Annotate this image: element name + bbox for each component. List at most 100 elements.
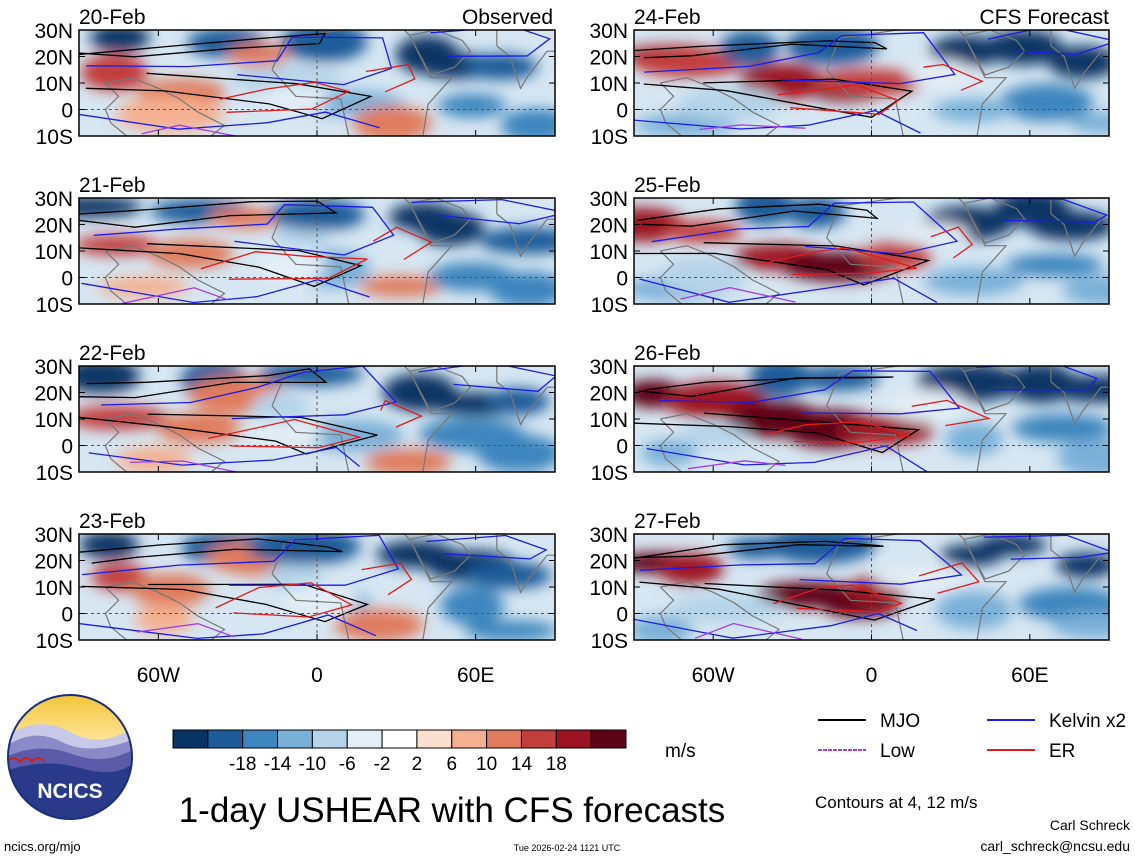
shear-blob (985, 30, 1063, 66)
lon-tick-label: 0 (311, 664, 323, 687)
shear-blob (929, 35, 1003, 67)
contour-line (85, 72, 374, 120)
lat-tick-label: 10S (36, 126, 73, 149)
contour-line (646, 445, 928, 472)
footer-author: Carl Schreck (1050, 817, 1131, 833)
shear-blob (858, 242, 933, 271)
legend-label: MJO (880, 711, 920, 732)
shear-blob (501, 108, 555, 136)
contour-line (372, 226, 433, 261)
wave-contours (634, 534, 1109, 640)
shear-blob (479, 227, 555, 254)
colorbar-label: -2 (374, 754, 391, 775)
shear-blob (489, 271, 555, 304)
shear-blob (116, 447, 192, 472)
legend-label: ER (1049, 741, 1075, 762)
contour-line (680, 286, 796, 303)
shear-field (79, 366, 555, 472)
coastlines (659, 198, 1109, 304)
shear-blob (262, 85, 329, 113)
shear-blob (1068, 112, 1109, 134)
shear-blob (130, 573, 211, 607)
lon-tick-label: 60E (457, 664, 494, 687)
shear-blob (97, 276, 190, 298)
contour-line (699, 124, 806, 131)
shear-field (634, 534, 1109, 640)
shear-blob (281, 30, 368, 62)
lat-tick-label: 10N (589, 241, 628, 264)
landmass-outline (104, 413, 226, 472)
wave-contours (79, 366, 555, 472)
landmass-outline (826, 534, 1008, 640)
colorbar-swatch (172, 729, 209, 749)
colorbar-swatch (451, 729, 488, 749)
lat-tick-label: 0 (61, 100, 73, 123)
shear-blob (898, 222, 971, 244)
lat-tick-label: 0 (61, 268, 73, 291)
panel-21-feb: 30N 20N 10N 0 10S 21-Feb (34, 174, 556, 317)
shear-blob (256, 248, 326, 284)
lat-tick-label: 30N (34, 524, 73, 547)
colorbar-units: m/s (665, 741, 696, 762)
lat-tick-label: 0 (616, 436, 628, 459)
contour-line (911, 399, 991, 427)
colorbar-swatch (486, 729, 522, 749)
coastlines (104, 30, 555, 136)
contour-line (758, 247, 917, 276)
shear-blob (1012, 413, 1109, 443)
shear-field (634, 30, 1109, 136)
lat-tick-label: 10N (589, 73, 628, 96)
lat-tick-label: 30N (34, 20, 73, 43)
landmass-outline (104, 581, 226, 640)
landmass-outline (496, 30, 555, 90)
contour-line (129, 460, 240, 472)
contour-line (694, 622, 803, 640)
contour-line (122, 287, 228, 304)
lat-tick-label: 10S (591, 630, 628, 653)
contour-line (361, 562, 413, 596)
shear-blob (785, 30, 880, 65)
contour-line (79, 200, 339, 228)
landmass-outline (826, 366, 1008, 472)
shear-blob (1055, 552, 1109, 578)
shear-blob (487, 388, 550, 415)
shear-blob (886, 389, 969, 423)
shear-blob (1051, 611, 1109, 639)
shear-blob (1062, 275, 1109, 304)
contour-line (643, 78, 914, 118)
contour-line (639, 581, 935, 621)
shear-blob (660, 256, 746, 297)
colorbar-swatch (242, 729, 279, 749)
panel-22-feb: 30N 20N 10N 0 10S 22-Feb (34, 342, 556, 485)
shear-blob (80, 54, 149, 92)
observed-label: Observed (462, 6, 553, 29)
shear-blob (358, 275, 442, 297)
contour-line (380, 399, 423, 428)
wave-contours (79, 198, 555, 304)
shear-blob (258, 366, 363, 387)
landmass-outline (963, 366, 1026, 412)
shear-blob (437, 93, 507, 118)
wave-contours (634, 30, 1109, 134)
landmass-outline (496, 534, 555, 594)
landmass-outline (1050, 366, 1109, 426)
lon-tick-label: 60E (1011, 664, 1048, 687)
panel-date-label: 27-Feb (634, 510, 701, 533)
contour-line (200, 251, 368, 280)
landmass-outline (271, 198, 454, 304)
lat-tick-label: 10N (589, 409, 628, 432)
panel-25-feb: 30N 20N 10N 0 10S 25-Feb (589, 174, 1110, 317)
colorbar-label: 6 (446, 754, 457, 775)
shear-blob (657, 552, 724, 585)
lat-tick-label: 30N (589, 188, 628, 211)
contour-line (430, 30, 551, 57)
contour-line (208, 418, 363, 449)
contour-line (88, 446, 360, 467)
shear-blob (135, 604, 194, 635)
colorbar-label: -14 (264, 754, 292, 775)
landmass-outline (659, 413, 781, 472)
shear-field (634, 198, 1109, 304)
landmass-outline (963, 534, 1026, 580)
shear-blob (875, 565, 966, 592)
landmass-outline (271, 534, 454, 640)
